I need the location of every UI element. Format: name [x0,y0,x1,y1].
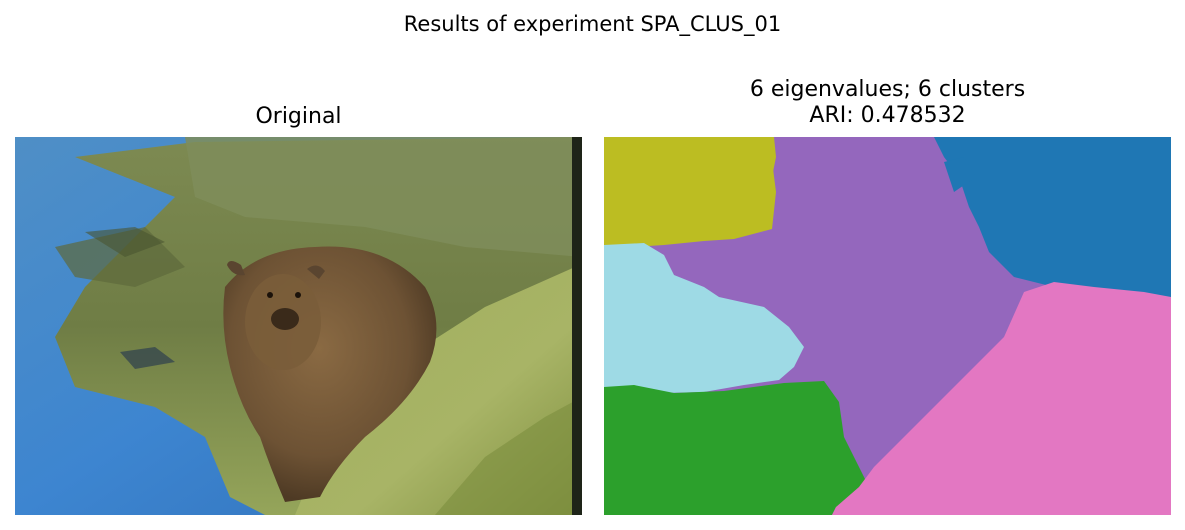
original-panel-title: Original [255,104,342,129]
segmentation-image [604,137,1171,515]
segmentation-title-line1: 6 eigenvalues; 6 clusters [749,77,1026,102]
bear-photo-icon [15,137,582,515]
cluster-region-pink [832,282,1171,515]
segmentation-title-line2: ARI: 0.478532 [809,103,966,128]
figure-suptitle: Results of experiment SPA_CLUS_01 [403,12,782,36]
cluster-region-olive [604,137,776,249]
cluster-region-blue [934,137,1171,299]
segmentation-panel-title: 6 eigenvalues; 6 clusters ARI: 0.478532 [604,77,1171,129]
original-image [15,137,582,515]
segmentation-map [604,137,1171,515]
cluster-region-green [604,381,869,515]
cluster-region-lightblue [604,243,804,393]
